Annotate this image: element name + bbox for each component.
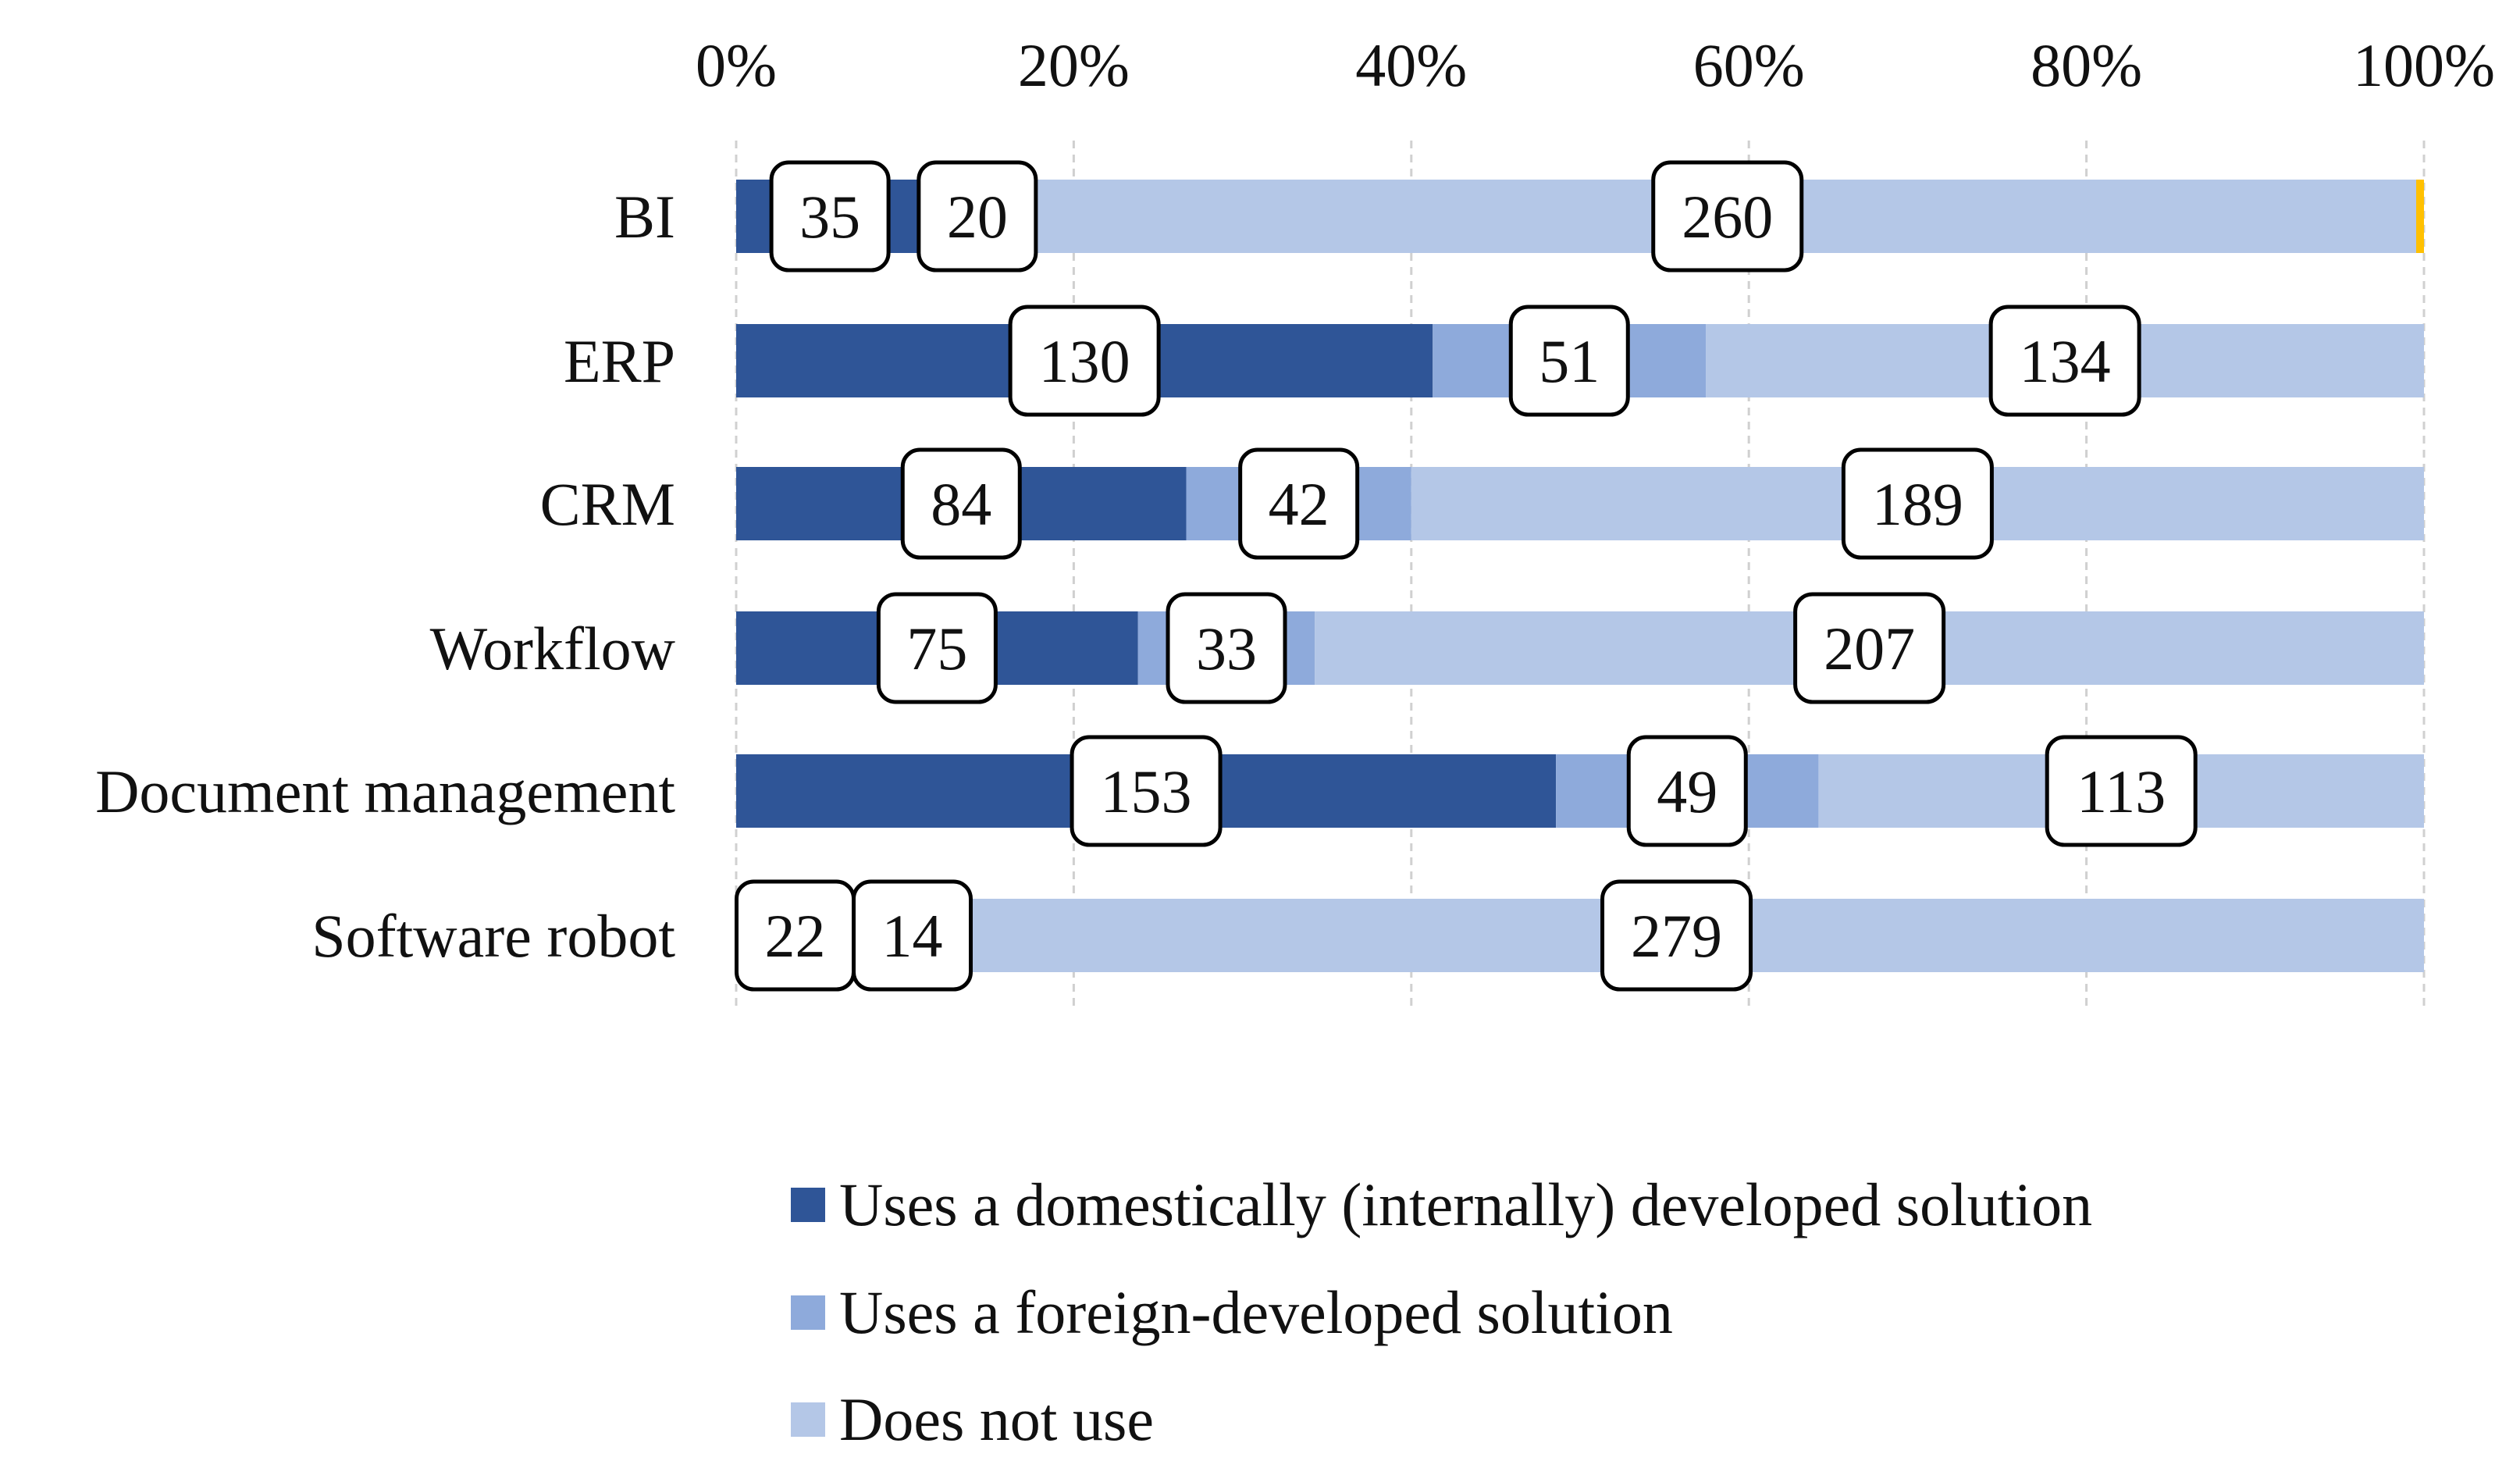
- data-label-software-robot-does-not-use: 279: [1600, 879, 1753, 992]
- data-label-box: [876, 592, 998, 704]
- data-label-box: [2045, 735, 2198, 847]
- data-label-value: 207: [1824, 615, 1915, 682]
- data-label-software-robot-uses-a-domestically-internally-developed-solution: 22: [734, 879, 856, 992]
- data-label-value: 260: [1682, 183, 1773, 251]
- data-label-value: 42: [1269, 470, 1329, 538]
- data-label-box: [917, 160, 1038, 273]
- data-label-box: [1508, 305, 1630, 417]
- category-label-crm: CRM: [540, 470, 675, 538]
- data-label-box: [1070, 735, 1223, 847]
- data-label-workflow-uses-a-domestically-internally-developed-solution: 75: [876, 592, 998, 704]
- x-tick-label: 40%: [1355, 31, 1467, 99]
- y-axis-categories: BI ERP CRM Workflow Document management Softw…: [95, 183, 675, 970]
- data-label-value: 33: [1196, 615, 1257, 682]
- category-label-document-management: Document management: [95, 757, 675, 825]
- data-label-value: 49: [1657, 757, 1717, 825]
- bars: [736, 180, 2424, 972]
- x-tick-label: 0%: [696, 31, 777, 99]
- legend-swatch: [791, 1188, 825, 1222]
- legend-label: Does not use: [839, 1385, 1154, 1453]
- x-tick-label: 20%: [1018, 31, 1130, 99]
- data-label-document-management-does-not-use: 113: [2045, 735, 2198, 847]
- data-label-box: [1008, 305, 1161, 417]
- data-label-box: [1166, 592, 1287, 704]
- data-label-box: [1600, 879, 1753, 992]
- x-tick-label: 60%: [1693, 31, 1805, 99]
- data-label-workflow-does-not-use: 207: [1793, 592, 1946, 704]
- data-label-value: 75: [906, 615, 967, 682]
- data-label-value: 279: [1631, 902, 1722, 970]
- data-label-box: [769, 160, 891, 273]
- data-label-erp-uses-a-foreign-developed-solution: 51: [1508, 305, 1630, 417]
- data-label-box: [900, 447, 1022, 560]
- data-label-value: 20: [947, 183, 1008, 251]
- legend-item-does-not-use: Does not use: [791, 1385, 1154, 1453]
- legend-label: Uses a domestically (internally) develop…: [839, 1170, 2092, 1238]
- data-label-value: 35: [799, 183, 860, 251]
- data-label-erp-uses-a-domestically-internally-developed-solution: 130: [1008, 305, 1161, 417]
- data-label-software-robot-uses-a-foreign-developed-solution: 14: [851, 879, 973, 992]
- data-label-bi-uses-a-domestically-internally-developed-solution: 35: [769, 160, 891, 273]
- data-label-workflow-uses-a-foreign-developed-solution: 33: [1166, 592, 1287, 704]
- data-label-value: 14: [881, 902, 942, 970]
- category-label-bi: BI: [614, 183, 675, 251]
- data-label-document-management-uses-a-foreign-developed-solution: 49: [1626, 735, 1748, 847]
- data-label-crm-uses-a-foreign-developed-solution: 42: [1238, 447, 1360, 560]
- legend-swatch: [791, 1402, 825, 1437]
- category-label-workflow: Workflow: [430, 615, 675, 682]
- data-label-value: 153: [1101, 757, 1192, 825]
- legend-item-uses-a-domestically-internally-developed-solution: Uses a domestically (internally) develop…: [791, 1170, 2092, 1238]
- data-label-box: [1988, 305, 2141, 417]
- data-label-box: [851, 879, 973, 992]
- data-label-value: 189: [1872, 470, 1963, 538]
- data-label-value: 134: [2020, 327, 2111, 395]
- x-tick-label: 100%: [2353, 31, 2495, 99]
- data-label-value: 51: [1539, 327, 1600, 395]
- category-label-erp: ERP: [564, 327, 675, 395]
- data-label-bi-uses-a-foreign-developed-solution: 20: [917, 160, 1038, 273]
- data-label-value: 113: [2077, 757, 2166, 825]
- legend-label: Uses a foreign-developed solution: [839, 1278, 1673, 1346]
- data-label-box: [1626, 735, 1748, 847]
- data-label-value: 84: [931, 470, 991, 538]
- x-tick-label: 80%: [2031, 31, 2142, 99]
- data-label-erp-does-not-use: 134: [1988, 305, 2141, 417]
- data-label-bi-does-not-use: 260: [1651, 160, 1804, 273]
- data-label-value: 130: [1039, 327, 1130, 395]
- data-label-crm-uses-a-domestically-internally-developed-solution: 84: [900, 447, 1022, 560]
- data-labels: 35 20 260 130 51 134 84 42 189 75 33 207 153 49 113 22 1…: [734, 160, 2198, 992]
- bar-accent-sliver: [2416, 180, 2424, 253]
- data-label-crm-does-not-use: 189: [1841, 447, 1994, 560]
- x-axis-ticks: 0% 20% 40% 60% 80% 100%: [696, 31, 2495, 99]
- legend-swatch: [791, 1295, 825, 1330]
- data-label-box: [1238, 447, 1360, 560]
- category-label-software-robot: Software robot: [311, 902, 675, 970]
- data-label-document-management-uses-a-domestically-internally-developed-solution: 153: [1070, 735, 1223, 847]
- legend: Uses a domestically (internally) develop…: [791, 1170, 2092, 1453]
- data-label-box: [1793, 592, 1946, 704]
- legend-item-uses-a-foreign-developed-solution: Uses a foreign-developed solution: [791, 1278, 1673, 1346]
- gridlines: [735, 141, 2426, 1007]
- data-label-value: 22: [764, 902, 825, 970]
- data-label-box: [1651, 160, 1804, 273]
- data-label-box: [1841, 447, 1994, 560]
